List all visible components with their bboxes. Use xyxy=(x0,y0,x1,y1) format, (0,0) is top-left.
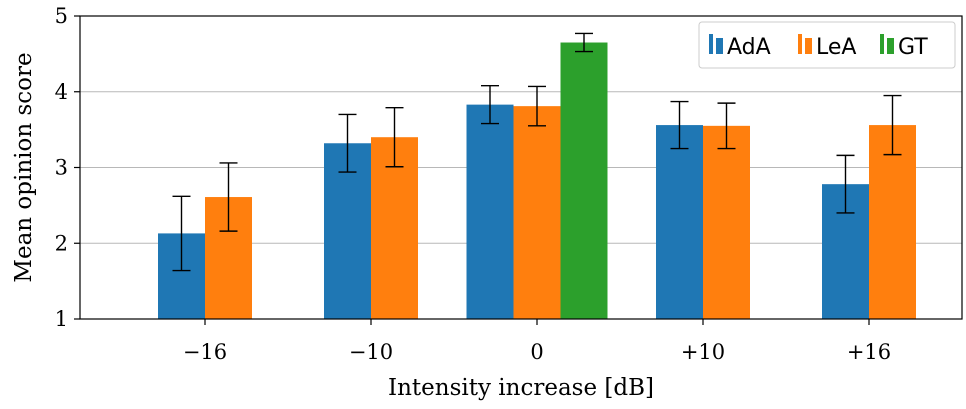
bar-ada-3 xyxy=(656,125,703,319)
bar-lea-1 xyxy=(371,137,418,319)
bar-lea-2 xyxy=(513,106,561,319)
bar-lea-3 xyxy=(703,125,750,320)
y-tick-label: 4 xyxy=(55,80,68,104)
y-tick-label: 1 xyxy=(55,307,68,331)
y-axis: 1 2 3 4 5 xyxy=(55,4,80,331)
legend-label-ada: AdA xyxy=(727,35,771,60)
legend-label-lea: LeA xyxy=(816,35,856,60)
legend-swatch-lea xyxy=(798,34,802,54)
legend-swatch-gt xyxy=(880,34,884,54)
x-tick-label: −10 xyxy=(349,340,393,364)
y-tick-label: 5 xyxy=(55,4,68,28)
legend-swatch-ada xyxy=(709,34,713,54)
y-axis-title: Mean opinion score xyxy=(11,52,37,282)
x-tick-label: +16 xyxy=(847,340,891,364)
x-axis: −16 −10 0 +10 +16 xyxy=(183,319,891,364)
x-tick-label: +10 xyxy=(681,340,725,364)
legend: AdA LeA GT xyxy=(698,21,956,69)
bar-lea-4 xyxy=(869,125,916,319)
legend-label-gt: GT xyxy=(898,35,928,60)
y-tick-label: 3 xyxy=(55,156,68,180)
legend-swatch-ada xyxy=(716,38,723,54)
bars xyxy=(158,42,916,320)
x-tick-label: −16 xyxy=(183,340,227,364)
error-bars xyxy=(172,32,902,272)
bar-gt-2 xyxy=(560,42,608,319)
x-tick-label: 0 xyxy=(530,340,543,364)
legend-swatch-gt xyxy=(887,38,894,54)
legend-box xyxy=(698,21,956,69)
x-axis-title: Intensity increase [dB] xyxy=(388,375,654,401)
y-tick-label: 2 xyxy=(55,231,68,255)
bar-ada-2 xyxy=(466,104,514,319)
legend-swatch-lea xyxy=(805,38,812,54)
